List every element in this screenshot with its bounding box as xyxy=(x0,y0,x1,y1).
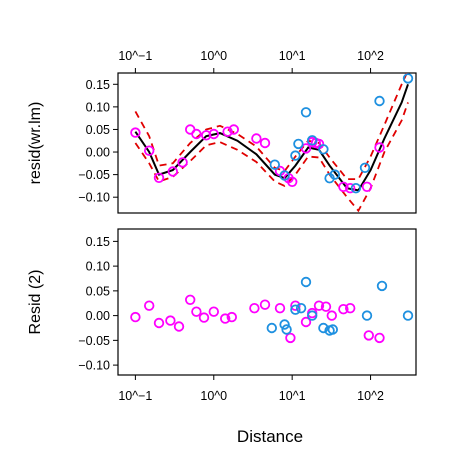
data-point-magenta xyxy=(361,181,373,193)
data-point-magenta xyxy=(320,301,332,312)
data-point-blue xyxy=(295,303,307,314)
data-point-magenta xyxy=(285,332,296,344)
x-tick-label-top: 10^−1 xyxy=(118,49,152,63)
data-point-blue xyxy=(290,150,301,161)
y-tick-label: 0.05 xyxy=(86,123,110,137)
y-tick-label: −0.10 xyxy=(78,191,110,205)
data-point-blue xyxy=(318,322,329,334)
data-point-blue xyxy=(318,144,329,155)
residual-panel-top: 0.15 0.10 0.05 0.00 −0.05 −0.10 xyxy=(78,72,417,214)
confidence-band-lower xyxy=(134,102,409,213)
data-point-blue xyxy=(374,95,385,107)
data-point-blue xyxy=(376,280,388,292)
data-point-blue xyxy=(402,73,414,84)
data-point-magenta xyxy=(198,312,210,323)
data-point-magenta xyxy=(313,300,325,311)
data-point-blue xyxy=(300,276,312,288)
y-axis-label-bottom: Resid (2) xyxy=(27,270,44,335)
x-tick-label-bottom: 10^1 xyxy=(279,389,306,403)
data-point-blue xyxy=(329,169,341,180)
y-tick-label: 0.10 xyxy=(86,260,110,274)
data-point-blue xyxy=(361,310,373,321)
data-point-blue xyxy=(307,135,318,146)
data-point-blue xyxy=(279,170,290,181)
data-point-magenta xyxy=(226,311,238,323)
y-tick-label: −0.05 xyxy=(78,168,110,182)
data-point-magenta xyxy=(338,304,349,315)
data-point-magenta xyxy=(345,303,356,314)
data-point-magenta xyxy=(228,124,240,135)
y-tick-label: −0.05 xyxy=(78,334,110,348)
data-point-blue xyxy=(266,322,278,334)
y-tick-label: 0.00 xyxy=(86,146,110,160)
data-point-magenta xyxy=(208,306,220,317)
data-point-magenta xyxy=(184,294,196,306)
data-point-magenta xyxy=(326,310,338,321)
data-point-blue xyxy=(293,138,304,150)
y-tick-label: 0.15 xyxy=(86,78,110,92)
data-point-magenta xyxy=(287,176,298,188)
data-point-blue xyxy=(290,304,301,315)
x-axis-label: Distance xyxy=(237,427,303,446)
x-tick-label-bottom: 10^0 xyxy=(200,389,227,403)
x-axis-bottom: 10^−1 10^0 10^1 10^2 xyxy=(118,375,384,403)
y-tick-label: 0.05 xyxy=(86,284,110,298)
data-point-magenta xyxy=(274,303,286,314)
data-point-blue xyxy=(327,324,339,335)
data-point-magenta xyxy=(191,306,202,317)
x-tick-label-bottom: 10^2 xyxy=(357,389,384,403)
panel-frame xyxy=(117,72,417,214)
y-tick-label: 0.10 xyxy=(86,100,110,114)
y-tick-label: 0.00 xyxy=(86,309,110,323)
x-axis-top: 10^−1 10^0 10^1 10^2 xyxy=(118,49,384,73)
data-point-magenta xyxy=(222,126,233,137)
y-tick-label: −0.10 xyxy=(78,359,110,373)
x-tick-label-bottom: 10^−1 xyxy=(118,389,152,403)
data-point-blue xyxy=(281,324,292,335)
panel-frame xyxy=(117,228,417,376)
data-point-magenta xyxy=(130,127,141,138)
data-point-magenta xyxy=(165,315,176,326)
y-axis-label-top: resid(wr.lm) xyxy=(27,102,44,185)
data-point-magenta xyxy=(191,128,202,140)
data-point-magenta xyxy=(374,142,385,153)
data-point-blue xyxy=(279,319,290,330)
data-point-magenta xyxy=(177,157,188,168)
data-point-magenta xyxy=(130,311,141,323)
data-point-magenta xyxy=(219,313,231,324)
data-point-magenta xyxy=(345,182,356,194)
data-point-magenta xyxy=(338,181,349,193)
data-point-magenta xyxy=(167,166,179,177)
x-tick-label-top: 10^2 xyxy=(357,49,384,63)
data-point-blue xyxy=(300,107,312,118)
data-point-magenta xyxy=(300,143,312,154)
data-point-blue xyxy=(269,159,281,170)
x-tick-label-top: 10^1 xyxy=(279,49,306,63)
data-point-magenta xyxy=(290,300,301,311)
data-point-magenta xyxy=(374,332,385,344)
data-point-magenta xyxy=(143,145,155,156)
y-tick-label: 0.15 xyxy=(86,235,110,249)
data-point-magenta xyxy=(259,299,271,310)
data-point-magenta xyxy=(208,128,220,140)
x-tick-label-top: 10^0 xyxy=(200,49,227,63)
data-point-magenta xyxy=(143,300,155,311)
data-point-magenta xyxy=(300,316,312,328)
data-point-blue xyxy=(350,182,362,194)
data-point-blue xyxy=(307,310,318,321)
data-point-magenta xyxy=(251,133,262,144)
data-point-blue xyxy=(402,310,414,321)
data-point-magenta xyxy=(259,137,271,149)
data-point-magenta xyxy=(363,330,375,341)
data-point-magenta xyxy=(249,303,260,314)
data-point-magenta xyxy=(173,321,185,332)
data-point-magenta xyxy=(153,172,165,184)
residual-panel-bottom: 0.15 0.10 0.05 0.00 −0.05 −0.10 xyxy=(78,228,417,376)
data-point-blue xyxy=(359,162,371,174)
data-point-magenta xyxy=(153,317,165,329)
